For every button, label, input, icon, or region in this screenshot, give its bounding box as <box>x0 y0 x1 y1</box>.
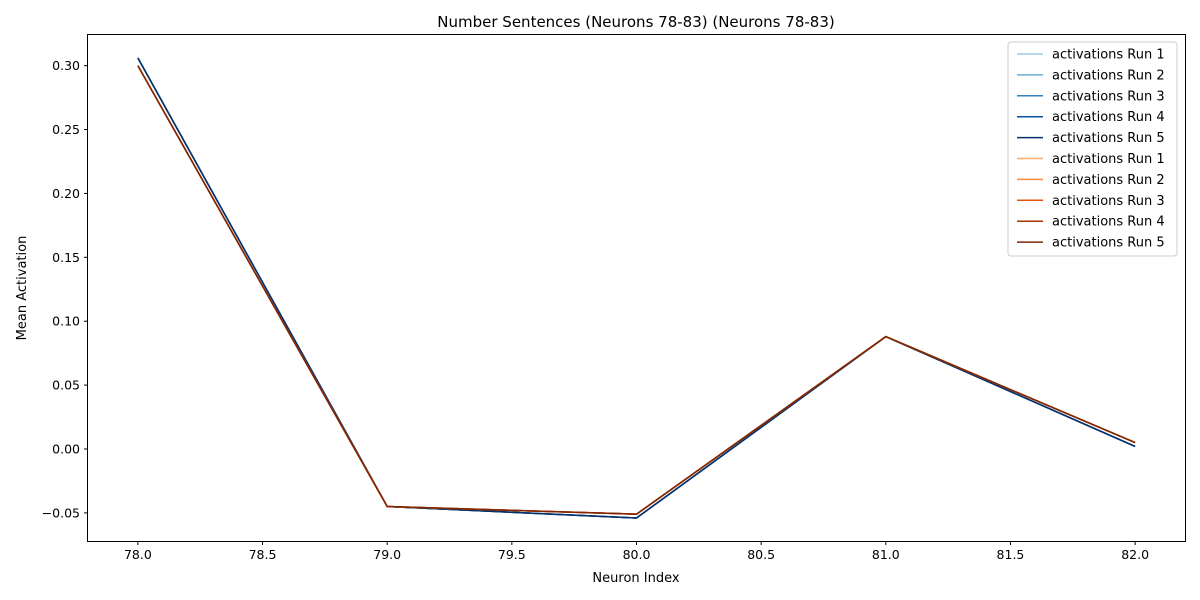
legend-label: activations Run 4 <box>1052 215 1165 230</box>
x-tick-label: 80.0 <box>623 547 651 562</box>
series-line-8 <box>137 65 1136 515</box>
x-axis-label: Neuron Index <box>592 571 679 586</box>
x-tick-label: 82.0 <box>1121 547 1149 562</box>
y-tick-label: 0.20 <box>52 186 80 201</box>
y-tick-label: 0.05 <box>52 378 80 393</box>
series-line-9 <box>137 65 1136 515</box>
y-tick-label: −0.05 <box>42 505 80 520</box>
legend: activations Run 1 activations Run 2 activa… <box>1007 41 1178 257</box>
series-line-7 <box>137 65 1136 515</box>
x-tick-label: 81.0 <box>872 547 900 562</box>
series-line-3 <box>137 57 1136 519</box>
series-line-1 <box>137 57 1136 519</box>
legend-label: activations Run 1 <box>1052 152 1165 167</box>
legend-frame <box>1007 41 1178 257</box>
x-tick-label: 79.0 <box>373 547 401 562</box>
y-tick-label: 0.30 <box>52 58 80 73</box>
x-tick-label: 81.5 <box>997 547 1025 562</box>
plot-lines <box>137 57 1136 519</box>
x-tick-label: 78.5 <box>249 547 277 562</box>
chart-title: Number Sentences (Neurons 78-83) (Neuron… <box>437 13 834 31</box>
legend-label: activations Run 4 <box>1052 110 1165 125</box>
y-tick-label: 0.15 <box>52 250 80 265</box>
y-tick-label: 0.25 <box>52 122 80 137</box>
legend-label: activations Run 5 <box>1052 236 1165 251</box>
x-tick-label: 78.0 <box>124 547 152 562</box>
legend-label: activations Run 3 <box>1052 194 1165 209</box>
y-axis-ticks: −0.05 0.00 0.05 0.10 0.15 0.20 0.25 0.30 <box>42 58 88 520</box>
series-line-10 <box>137 65 1136 515</box>
series-line-2 <box>137 57 1136 519</box>
y-tick-label: 0.10 <box>52 314 80 329</box>
series-line-5 <box>137 57 1136 519</box>
legend-label: activations Run 2 <box>1052 173 1165 188</box>
series-line-4 <box>137 57 1136 519</box>
x-tick-label: 80.5 <box>747 547 775 562</box>
legend-label: activations Run 1 <box>1052 48 1165 63</box>
legend-label: activations Run 5 <box>1052 131 1165 146</box>
y-tick-label: 0.00 <box>52 442 80 457</box>
y-axis-label: Mean Activation <box>15 236 30 341</box>
series-line-6 <box>137 65 1136 515</box>
legend-label: activations Run 3 <box>1052 89 1165 104</box>
x-tick-label: 79.5 <box>498 547 526 562</box>
legend-label: activations Run 2 <box>1052 68 1165 83</box>
x-axis-ticks: 78.0 78.5 79.0 79.5 80.0 80.5 81.0 81.5 82.0 <box>124 541 1149 562</box>
